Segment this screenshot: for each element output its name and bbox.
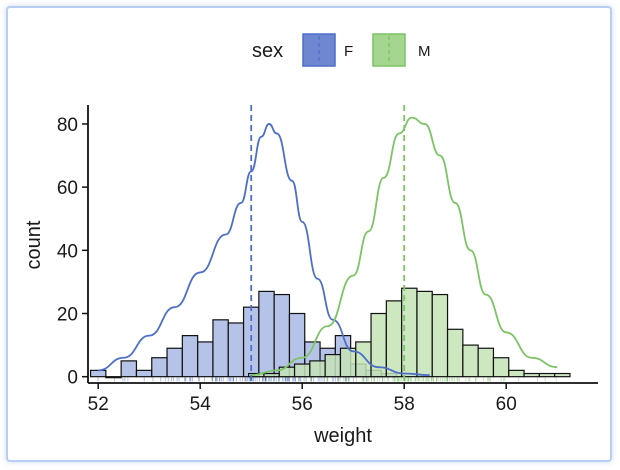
bar-m (401, 287, 418, 378)
y-axis-title: count (23, 220, 45, 269)
bar-m (355, 341, 372, 378)
bar-m (462, 344, 479, 378)
rug-layer (97, 377, 557, 382)
bar-m (492, 357, 510, 378)
axes: 52 54 56 58 60 0 20 40 60 80 (57, 105, 598, 415)
x-tick-label: 54 (190, 394, 212, 415)
bar-f (89, 369, 107, 378)
legend-key-f (302, 33, 336, 67)
density-curve-m (251, 116, 558, 377)
bar-m (339, 347, 357, 378)
legend: sex F M (252, 33, 431, 67)
x-tick-label: 60 (496, 394, 517, 415)
legend-label-m: M (418, 43, 431, 60)
bar-m (278, 366, 296, 378)
x-tick-label: 58 (394, 394, 415, 415)
y-tick-label: 20 (57, 305, 78, 326)
bar-f (181, 335, 199, 378)
bar-m (431, 293, 449, 378)
chart-frame (6, 6, 612, 462)
legend-key-m (372, 33, 406, 67)
bar-m (538, 372, 556, 378)
bar-f (227, 322, 245, 378)
x-axis-title: weight (313, 425, 372, 447)
x-tick-label: 52 (88, 394, 109, 415)
bar-m (309, 360, 326, 378)
density-layer (98, 116, 558, 377)
legend-label-f: F (344, 43, 353, 60)
bar-layer (89, 287, 571, 379)
bar-f (197, 341, 214, 378)
bar-m (508, 369, 525, 378)
bar-f (135, 369, 153, 378)
bar-m (263, 372, 280, 378)
bar-f (258, 290, 275, 378)
bar-f (273, 293, 291, 378)
bar-m (446, 328, 464, 378)
bar-m (385, 300, 403, 378)
mean-layer (250, 105, 406, 383)
bar-m (523, 372, 540, 378)
bar-m (554, 372, 571, 378)
y-tick-label: 40 (57, 241, 78, 262)
bar-m (324, 353, 342, 378)
bar-m (477, 347, 495, 378)
y-tick-label: 80 (57, 115, 78, 136)
bar-f (120, 360, 138, 378)
y-tick-label: 0 (67, 368, 78, 389)
density-curve-f (98, 123, 430, 377)
y-tick-label: 60 (57, 178, 78, 199)
x-tick-label: 56 (292, 394, 313, 415)
bar-m (293, 363, 311, 378)
bar-f (166, 347, 183, 378)
bar-f (105, 376, 122, 379)
legend-title: sex (252, 40, 283, 62)
bar-f (212, 319, 229, 378)
bar-m (416, 290, 433, 378)
bar-f (151, 357, 168, 378)
